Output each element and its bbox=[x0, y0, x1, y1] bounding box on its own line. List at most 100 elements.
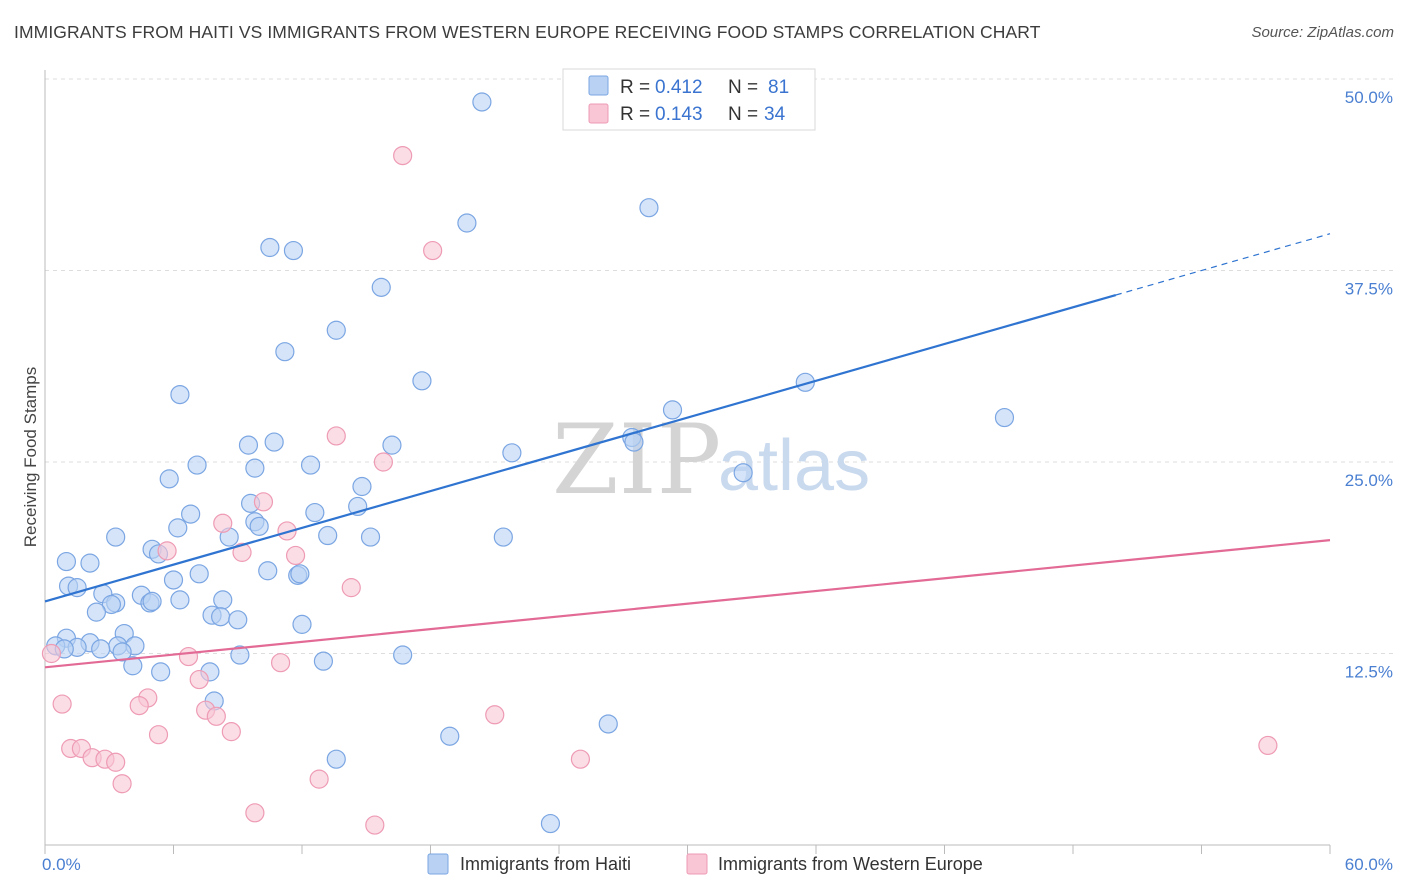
bottom-legend-haiti-label: Immigrants from Haiti bbox=[460, 854, 631, 874]
western-europe-point bbox=[206, 706, 226, 726]
legend-we-r-value: 0.143 bbox=[655, 104, 703, 125]
western-europe-point bbox=[393, 146, 413, 166]
y-axis-label: Receiving Food Stamps bbox=[21, 367, 40, 547]
haiti-point bbox=[106, 527, 126, 547]
legend-haiti-r-value: 0.412 bbox=[655, 77, 703, 98]
haiti-point bbox=[258, 561, 278, 581]
haiti-point bbox=[440, 726, 460, 746]
western-europe-point bbox=[326, 426, 346, 446]
x-tick-label-min: 0.0% bbox=[42, 855, 81, 874]
legend-haiti-r-label: R = bbox=[620, 77, 650, 98]
haiti-point bbox=[326, 749, 346, 769]
haiti-point bbox=[213, 590, 233, 610]
haiti-point bbox=[228, 610, 248, 630]
haiti-point bbox=[639, 198, 659, 218]
western-europe-point bbox=[485, 705, 505, 725]
western-europe-point bbox=[221, 722, 241, 742]
haiti-point bbox=[371, 277, 391, 297]
western-europe-point bbox=[341, 578, 361, 598]
x-axis-ticks bbox=[44, 845, 1331, 854]
western-europe-point bbox=[285, 545, 306, 566]
y-tick-label: 25.0% bbox=[1345, 471, 1393, 490]
haiti-point bbox=[112, 642, 132, 662]
haiti-point bbox=[283, 240, 304, 261]
western-europe-point bbox=[41, 643, 62, 664]
western-europe-point bbox=[570, 749, 591, 769]
y-tick-labels: 12.5% 25.0% 37.5% 50.0% bbox=[1345, 88, 1393, 682]
haiti-point bbox=[662, 400, 683, 420]
haiti-point bbox=[393, 645, 413, 665]
legend-swatch-western-europe bbox=[588, 103, 609, 124]
haiti-point bbox=[412, 371, 432, 391]
series-legend: Immigrants from Haiti Immigrants from We… bbox=[427, 853, 983, 875]
haiti-point bbox=[249, 516, 269, 536]
watermark-zip: ZIP bbox=[552, 404, 721, 516]
bottom-legend-we-label: Immigrants from Western Europe bbox=[718, 854, 983, 874]
legend-we-n-label: N = bbox=[728, 104, 758, 125]
western-europe-point bbox=[178, 646, 199, 667]
haiti-point bbox=[56, 551, 77, 572]
haiti-point bbox=[123, 656, 143, 676]
western-europe-point bbox=[423, 240, 443, 261]
haiti-trend-line bbox=[44, 293, 1117, 603]
haiti-point bbox=[290, 564, 310, 584]
western-europe-point bbox=[106, 752, 126, 772]
haiti-point bbox=[472, 92, 492, 112]
western-europe-point bbox=[1258, 735, 1278, 756]
haiti-point bbox=[189, 564, 209, 584]
haiti-point bbox=[181, 504, 201, 524]
haiti-point bbox=[151, 662, 171, 682]
bottom-legend-swatch-western-europe bbox=[686, 853, 708, 875]
haiti-point bbox=[994, 407, 1015, 428]
trend-lines bbox=[44, 233, 1331, 669]
haiti-point bbox=[91, 639, 111, 659]
western-europe-point bbox=[232, 542, 252, 562]
haiti-point bbox=[260, 237, 280, 258]
legend-haiti-n-value: 81 bbox=[768, 77, 789, 98]
haiti-point bbox=[318, 525, 338, 546]
watermark: ZIP atlas bbox=[552, 404, 870, 516]
western-europe-point bbox=[189, 669, 209, 690]
series-western-europe-points bbox=[41, 146, 1278, 835]
haiti-point bbox=[313, 651, 334, 671]
legend-haiti-n-label: N = bbox=[728, 77, 758, 98]
western-europe-point bbox=[112, 774, 132, 794]
haiti-point bbox=[170, 590, 190, 610]
haiti-point bbox=[300, 455, 321, 475]
legend-we-n-value: 34 bbox=[764, 104, 786, 125]
haiti-point bbox=[360, 527, 381, 547]
haiti-point bbox=[86, 602, 107, 622]
western-europe-point bbox=[245, 803, 265, 823]
western-europe-point bbox=[253, 492, 274, 512]
haiti-point bbox=[352, 476, 372, 497]
haiti-point bbox=[142, 591, 162, 612]
western-europe-point bbox=[309, 769, 329, 789]
haiti-point bbox=[245, 458, 265, 478]
western-europe-point bbox=[52, 694, 72, 714]
haiti-point bbox=[230, 645, 250, 665]
source-label: Source: ZipAtlas.com bbox=[1251, 24, 1394, 41]
series-haiti-points bbox=[46, 92, 1015, 834]
chart-title: IMMIGRANTS FROM HAITI VS IMMIGRANTS FROM… bbox=[14, 22, 1041, 42]
legend-we-r-label: R = bbox=[620, 104, 650, 125]
x-tick-label-max: 60.0% bbox=[1345, 855, 1393, 874]
western-europe-point bbox=[129, 695, 149, 716]
haiti-point bbox=[598, 714, 618, 734]
haiti-point bbox=[275, 342, 295, 362]
haiti-point bbox=[80, 553, 100, 573]
haiti-point bbox=[170, 384, 190, 405]
y-tick-label: 12.5% bbox=[1345, 663, 1393, 682]
legend-swatch-haiti bbox=[588, 75, 609, 96]
haiti-point bbox=[187, 455, 207, 475]
haiti-point bbox=[733, 463, 753, 483]
western-europe-point bbox=[373, 452, 393, 472]
haiti-point bbox=[168, 518, 188, 538]
haiti-point bbox=[540, 813, 561, 834]
haiti-point bbox=[159, 469, 179, 489]
western-europe-trend-line bbox=[44, 539, 1331, 669]
haiti-point bbox=[211, 607, 231, 627]
grid-lines bbox=[45, 78, 1393, 654]
haiti-point bbox=[493, 527, 513, 547]
y-tick-label: 37.5% bbox=[1345, 280, 1393, 299]
